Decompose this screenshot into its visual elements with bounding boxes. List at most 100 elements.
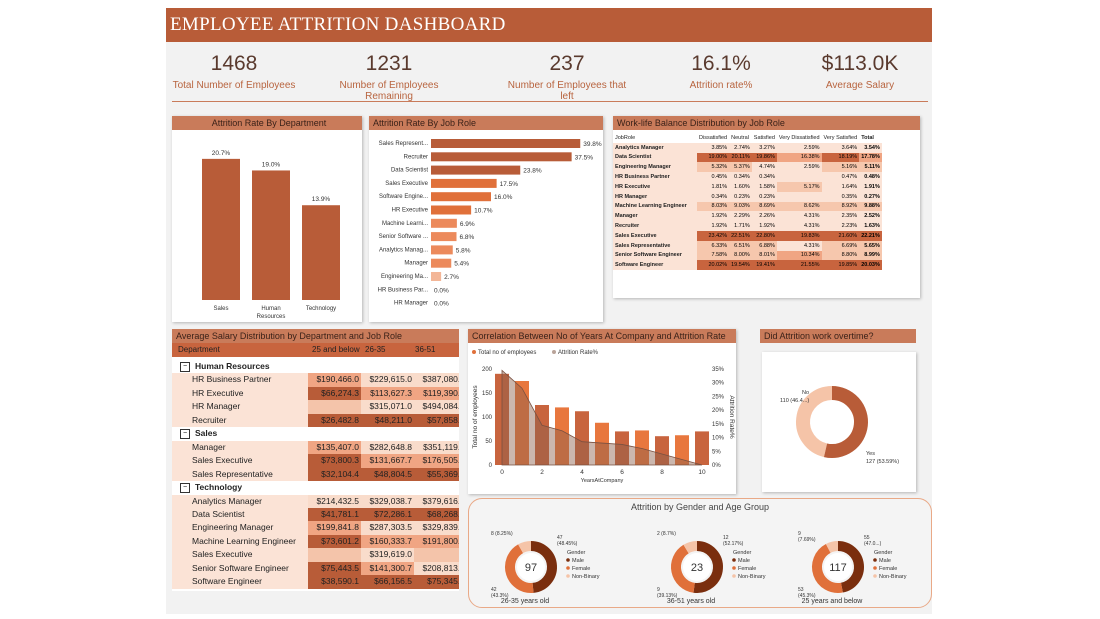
column-header: 26-35 [365, 345, 386, 354]
kpi-label: Number of Employees Remaining [339, 80, 439, 102]
year-bar [655, 436, 669, 465]
dashboard-canvas: EMPLOYEE ATTRITION DASHBOARD 1468 Total … [166, 8, 932, 614]
legend-title: Gender [874, 550, 893, 556]
legend-label: Attrition Rate% [558, 350, 599, 356]
kpi-label: Total Number of Employees [172, 80, 296, 91]
legend-marker [732, 558, 736, 562]
table-cell: 8.99% [859, 250, 882, 261]
table-cell: $55,369.4 [414, 467, 459, 482]
table-cell: 8.69% [751, 201, 777, 212]
role-bar [431, 232, 457, 242]
bar-label: 5.4% [454, 261, 469, 268]
table-row: HR Executive 1.81% 1.60% 1.58% 5.17% 1.64% 1.9… [613, 181, 882, 192]
column-header: Very Dissatisfied [778, 134, 820, 141]
bar-label: 20.7% [212, 150, 231, 157]
slice-label: 9 [798, 531, 801, 537]
group-label: 26-35 years old [501, 598, 549, 605]
table-cell: 19.83% [776, 230, 822, 241]
table-row: Manager 1.92% 2.29% 2.26% 4.31% 2.35% 2.52% [613, 211, 882, 222]
y-tick-label: 0 [489, 463, 493, 469]
table-cell: $282,648.8 [361, 440, 414, 455]
year-bar [675, 435, 689, 465]
slice-label: (52.17%) [723, 541, 744, 547]
table-row: Recruiter$26,482.8$48,211.0$57,858.3 [172, 413, 459, 428]
table-cell: 1.91% [859, 181, 882, 192]
table-cell: 3.85% [697, 142, 730, 153]
table-cell: $32,104.4 [308, 467, 361, 482]
slice-label: (45.3%) [798, 593, 816, 599]
table-cell: $190,466.0 [308, 373, 361, 387]
group-row: − Technology [172, 481, 459, 494]
column-header: Neutral [731, 134, 749, 141]
legend-label: Non-Binary [572, 574, 600, 580]
table-cell: 0.35% [821, 191, 860, 202]
table-row: Analytics Manager 3.85% 2.74% 3.27% 2.59% 3.6… [613, 142, 882, 153]
column-header: Department [178, 345, 220, 354]
legend-marker [566, 558, 570, 562]
table-cell: 9.03% [729, 201, 752, 212]
table-cell: 9.88% [859, 201, 882, 212]
table-cell: 8.92% [821, 201, 860, 212]
gender-slice [530, 541, 557, 593]
table-cell: 19.54% [729, 260, 752, 271]
year-bar [575, 411, 589, 465]
donut-hole [683, 553, 711, 581]
table-cell: $315,071.0 [361, 400, 414, 414]
table-cell: 1.92% [697, 211, 730, 222]
table-row: Senior Software Engineer 7.58% 8.00% 8.01% 1… [613, 250, 882, 261]
table-cell: 1.92% [697, 221, 730, 231]
table-cell: 0.34% [751, 172, 777, 182]
row-label: Sales Executive [613, 230, 697, 241]
column-header: JobRole [615, 134, 636, 141]
table-cell: 8.03% [697, 201, 730, 212]
table-row: HR Manager 0.34% 0.23% 0.23% 0.35% 0.27% [613, 191, 882, 202]
table-cell: $329,038.7 [361, 494, 414, 508]
kpi-value: 1231 [365, 52, 413, 75]
role-bar [431, 258, 452, 268]
group-label: 36-51 years old [667, 598, 715, 605]
slice-label: (7.69%) [798, 537, 816, 543]
table-row: Sales Representative $32,104.4 $48,804.5 $5… [172, 467, 459, 482]
table-cell: 19.00% [697, 152, 730, 163]
slice-label: 42 [491, 587, 497, 593]
group-label: Technology [195, 482, 243, 493]
table-cell: 5.32% [697, 162, 730, 173]
table-cell: 22.51% [729, 230, 752, 241]
table-cell: $287,303.5 [361, 521, 414, 535]
role-bar [431, 245, 453, 255]
row-label: HR Business Partner [172, 373, 308, 387]
table-cell: $176,505.9 [414, 454, 459, 468]
bar-label: 0.0% [434, 287, 449, 294]
table-cell: $214,432.5 [308, 494, 361, 508]
row-label: Senior Software Engineer [172, 561, 308, 576]
table-cell: $387,080.3 [414, 373, 459, 387]
axis-tick-label: Recruiter [404, 154, 428, 160]
table-header-row: JobRole Dissatisfied Neutral Satisfied Very … [613, 133, 882, 143]
table-row: Recruiter 1.92% 1.71% 1.92% 4.31% 2.23% 1.63% [613, 221, 882, 231]
y-tick-label: 200 [482, 367, 493, 373]
table-cell: 23.42% [697, 230, 730, 241]
year-bar [515, 381, 529, 465]
legend-label: Female [572, 566, 590, 572]
dept-bar [202, 158, 240, 300]
table-cell: 20.02% [697, 260, 730, 271]
table-cell: 0.34% [697, 191, 730, 202]
role-bar [431, 152, 572, 162]
legend-marker [566, 566, 570, 570]
kpi-value: 237 [549, 52, 585, 75]
legend-label: Female [738, 566, 756, 572]
table-cell: 10.34% [776, 250, 822, 261]
table-cell: $41,781.1 [308, 507, 361, 522]
table-cell: 8.62% [776, 201, 822, 212]
table-cell: $68,268.4 [414, 507, 459, 522]
kpi-average-salary: $113.0K Average Salary [802, 52, 918, 91]
row-label: Software Engineer [613, 260, 697, 271]
table-cell: $73,800.3 [308, 454, 361, 468]
table-row: Sales Executive $73,800.3 $131,667.7 $176,5… [172, 454, 459, 468]
role-bar [431, 205, 472, 215]
table-cell: 8.01% [751, 250, 777, 261]
column-header: Satisfied [753, 134, 775, 141]
table-cell: 1.71% [729, 221, 752, 231]
row-label: Analytics Manager [613, 142, 697, 153]
table-cell: 19.85% [821, 260, 860, 271]
